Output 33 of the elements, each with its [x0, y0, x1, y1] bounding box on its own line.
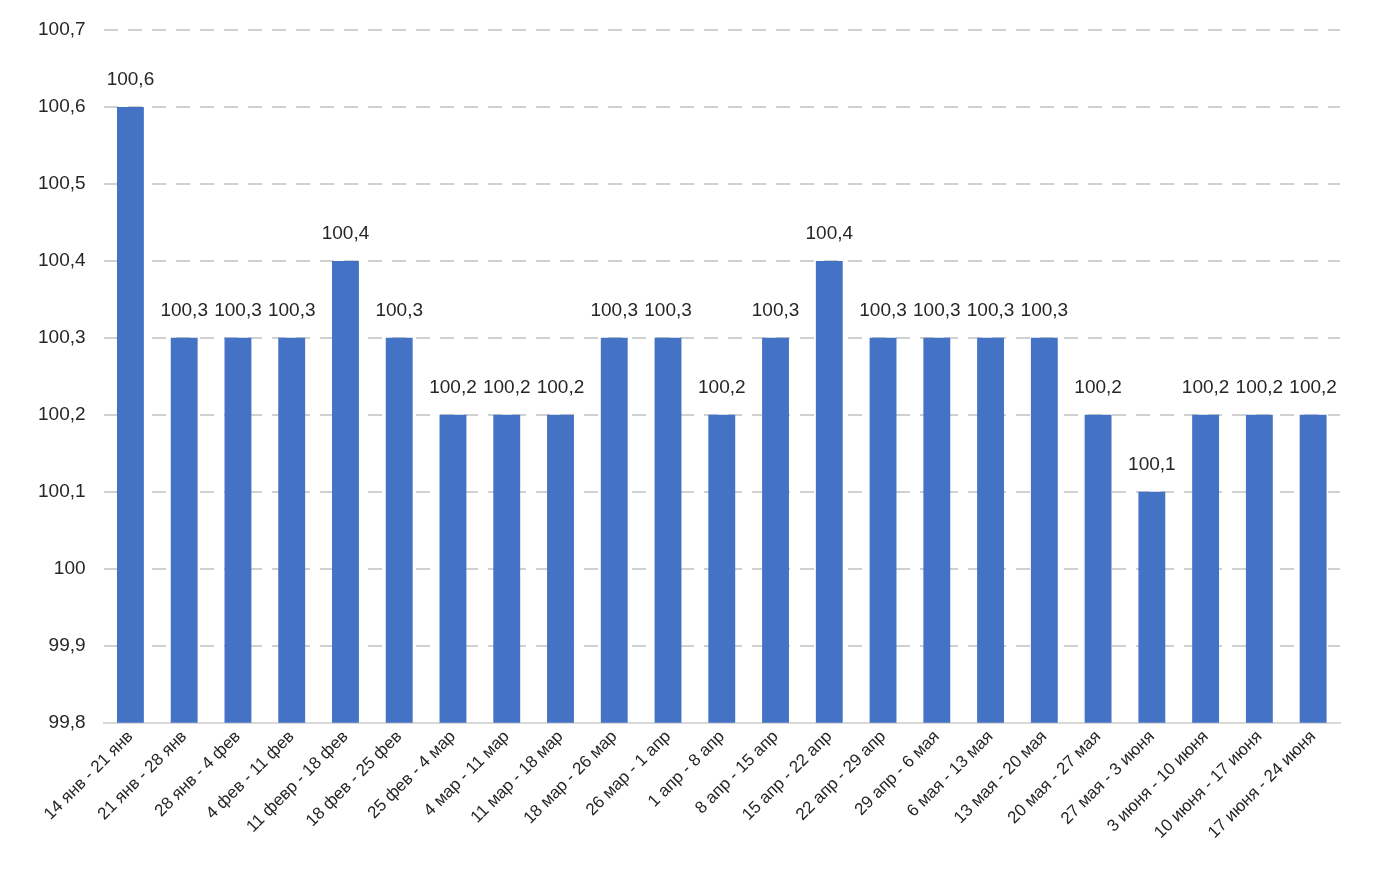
- data-label: 100,2: [1181, 375, 1230, 397]
- data-label: 100,2: [1235, 375, 1284, 397]
- data-label: 100,3: [267, 298, 316, 320]
- data-label: 100,3: [214, 298, 262, 320]
- y-tick-label: 100,6: [38, 95, 86, 117]
- data-label: 100,1: [1128, 452, 1176, 474]
- y-tick-label: 100,7: [38, 18, 86, 40]
- data-label: 100,3: [859, 298, 907, 320]
- y-tick-label: 100: [53, 557, 86, 579]
- data-label: 100,3: [966, 298, 1015, 320]
- y-tick-label: 100,4: [38, 249, 86, 271]
- data-label: 100,3: [590, 298, 639, 320]
- data-label: 100,3: [160, 298, 208, 320]
- data-label: 100,2: [429, 375, 477, 397]
- data-label: 100,3: [644, 298, 692, 320]
- data-label: 100,3: [913, 298, 961, 320]
- data-label: 100,3: [751, 298, 800, 320]
- data-label: 100,2: [1289, 375, 1337, 397]
- y-tick-label: 100,5: [38, 172, 86, 194]
- y-tick-label: 99,8: [48, 710, 86, 732]
- y-tick-label: 100,3: [38, 326, 86, 348]
- data-label: 100,2: [482, 375, 531, 397]
- data-label: 100,4: [321, 221, 370, 243]
- data-label: 100,2: [1074, 375, 1122, 397]
- data-label: 100,3: [1020, 298, 1069, 320]
- data-label: 100,2: [698, 375, 746, 397]
- y-tick-label: 100,2: [38, 403, 86, 425]
- data-label: 100,4: [805, 221, 854, 243]
- data-label: 100,3: [375, 298, 423, 320]
- y-tick-label: 99,9: [48, 633, 86, 655]
- y-tick-label: 100,1: [38, 480, 86, 502]
- data-label: 100,2: [536, 375, 585, 397]
- data-label: 100,6: [106, 67, 155, 89]
